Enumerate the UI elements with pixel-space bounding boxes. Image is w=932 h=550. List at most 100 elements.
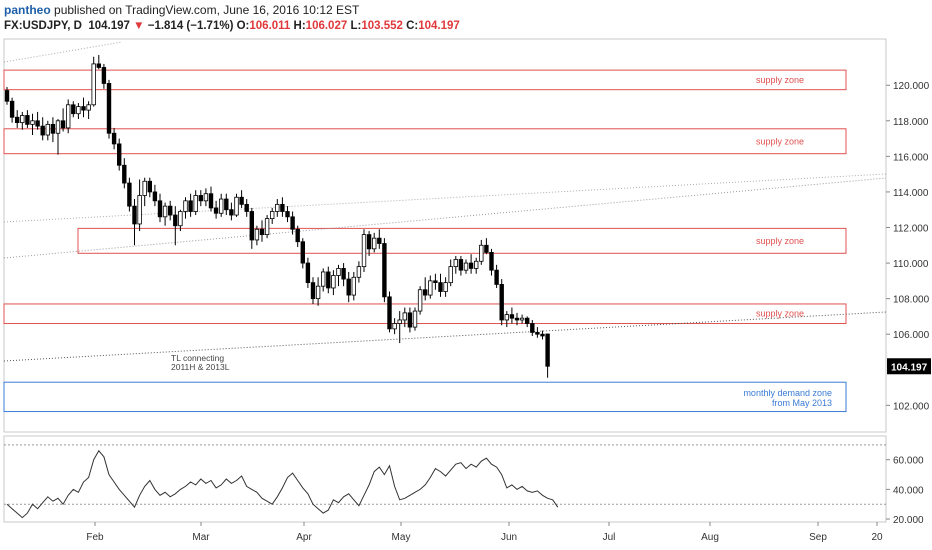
candle[interactable] — [50, 123, 56, 134]
candle[interactable] — [127, 182, 132, 207]
trendline-upper[interactable] — [3, 177, 887, 259]
candle[interactable] — [25, 115, 30, 125]
candle[interactable] — [305, 262, 311, 284]
candle[interactable] — [519, 317, 525, 321]
candle[interactable] — [60, 120, 66, 129]
candle[interactable] — [341, 267, 346, 280]
candle[interactable] — [229, 209, 234, 216]
candle[interactable] — [55, 120, 61, 134]
candle[interactable] — [4, 90, 10, 102]
candle[interactable] — [122, 164, 127, 184]
symbol-label[interactable]: FX:USDJPY, D — [4, 20, 82, 32]
candle[interactable] — [377, 237, 382, 244]
candle[interactable] — [91, 63, 96, 106]
candle[interactable] — [20, 115, 25, 123]
candle[interactable] — [40, 125, 45, 136]
candle[interactable] — [35, 120, 40, 127]
candle[interactable] — [101, 67, 107, 84]
candle[interactable] — [484, 244, 489, 253]
trendline-top[interactable] — [3, 41, 123, 63]
candle[interactable] — [193, 195, 198, 212]
candle[interactable] — [178, 211, 183, 227]
candle[interactable] — [366, 234, 372, 250]
candle[interactable] — [509, 314, 515, 319]
author-link[interactable]: pantheo — [4, 3, 51, 17]
candle[interactable] — [157, 200, 163, 218]
candle[interactable] — [234, 196, 239, 216]
candle[interactable] — [285, 211, 290, 218]
candle[interactable] — [504, 314, 509, 321]
candle[interactable] — [264, 218, 270, 236]
candle[interactable] — [346, 278, 351, 296]
candle[interactable] — [336, 267, 341, 276]
candle[interactable] — [198, 195, 203, 202]
candle[interactable] — [280, 203, 285, 212]
candle[interactable] — [213, 207, 219, 214]
candle[interactable] — [167, 205, 173, 216]
candle[interactable] — [428, 280, 433, 296]
candle[interactable] — [540, 333, 545, 337]
candle[interactable] — [117, 143, 122, 166]
candle[interactable] — [239, 196, 244, 205]
candle[interactable] — [438, 282, 443, 292]
candle[interactable] — [66, 104, 71, 129]
candle[interactable] — [183, 200, 188, 212]
candle[interactable] — [458, 259, 464, 271]
candle[interactable] — [132, 205, 137, 225]
trendline-2011h-2013l[interactable] — [3, 311, 887, 362]
trendline-channel[interactable] — [3, 173, 887, 223]
candle[interactable] — [259, 228, 265, 236]
candle[interactable] — [453, 259, 458, 268]
candle[interactable] — [310, 282, 316, 300]
candle[interactable] — [9, 100, 15, 118]
supply-zone-box[interactable] — [3, 128, 847, 155]
candle[interactable] — [468, 262, 474, 269]
candle[interactable] — [86, 104, 91, 111]
candle[interactable] — [320, 271, 326, 287]
candle[interactable] — [499, 284, 504, 321]
supply-zone-box[interactable] — [3, 303, 847, 325]
candle[interactable] — [356, 266, 362, 278]
demand-zone-box[interactable] — [3, 381, 847, 413]
candle[interactable] — [402, 312, 407, 321]
candle[interactable] — [295, 228, 300, 243]
supply-zone-box[interactable] — [3, 69, 847, 91]
candle[interactable] — [494, 269, 499, 285]
indicator-line[interactable] — [6, 449, 559, 519]
candle[interactable] — [463, 262, 469, 271]
candle[interactable] — [208, 193, 214, 209]
candle[interactable] — [173, 214, 178, 227]
candle[interactable] — [30, 120, 35, 125]
candle[interactable] — [45, 123, 50, 136]
candle[interactable] — [331, 275, 336, 289]
candle[interactable] — [351, 276, 356, 296]
candle[interactable] — [147, 180, 152, 193]
candle[interactable] — [326, 271, 331, 289]
candle[interactable] — [530, 323, 535, 333]
candle[interactable] — [106, 83, 112, 134]
candle[interactable] — [152, 191, 158, 202]
candle[interactable] — [290, 216, 295, 230]
candle[interactable] — [422, 289, 428, 296]
candle[interactable] — [545, 333, 550, 367]
candle[interactable] — [218, 198, 224, 214]
candle[interactable] — [81, 106, 86, 111]
candle[interactable] — [387, 296, 392, 330]
candle[interactable] — [417, 289, 423, 312]
candle[interactable] — [14, 116, 20, 123]
candle[interactable] — [535, 332, 540, 335]
candle[interactable] — [76, 106, 81, 115]
candle[interactable] — [479, 244, 484, 262]
candle[interactable] — [275, 203, 280, 212]
candle[interactable] — [361, 234, 367, 268]
candle[interactable] — [142, 180, 147, 196]
candle[interactable] — [371, 237, 377, 250]
candle[interactable] — [433, 280, 438, 284]
supply-zone-box[interactable] — [77, 227, 847, 254]
candle[interactable] — [249, 211, 254, 241]
candle[interactable] — [412, 310, 418, 328]
candle[interactable] — [407, 312, 413, 328]
candle[interactable] — [162, 205, 168, 218]
candle[interactable] — [111, 132, 117, 145]
